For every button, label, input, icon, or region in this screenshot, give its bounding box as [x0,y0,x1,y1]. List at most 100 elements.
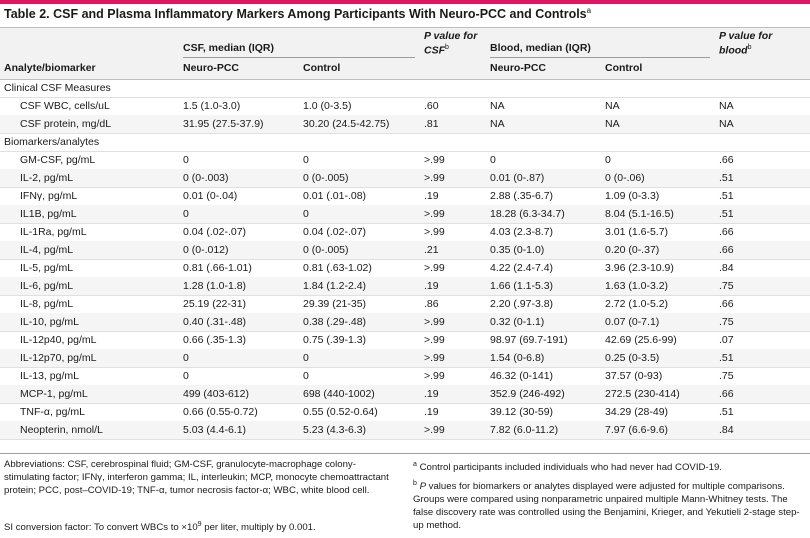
analyte-cell: IL-5, pg/mL [20,262,74,274]
blood-control-cell: 272.5 (230-414) [605,388,680,400]
table-title: Table 2. CSF and Plasma Inflammatory Mar… [4,6,592,22]
blood-control-cell: 3.96 (2.3-10.9) [605,262,674,274]
blood-control-cell: 0 (0-.06) [605,172,645,184]
csf-neuro-pcc-cell: 0 (0-.012) [183,244,229,256]
analyte-cell: IL-2, pg/mL [20,172,74,184]
title-accent-bar [0,0,810,4]
table-row: TNF-α, pg/mL 0.66 (0.55-0.72) 0.55 (0.52-0… [0,403,810,422]
csf-group-rule [183,57,415,58]
p-csf-heading: P value for CSFb [424,30,478,57]
analyte-cell: TNF-α, pg/mL [20,406,85,418]
csf-control-cell: 5.23 (4.3-6.3) [303,424,367,436]
blood-neuro-pcc-cell: 39.12 (30-59) [490,406,554,418]
p-csf-cell: >.99 [424,352,445,364]
table-header: CSF, median (IQR) P value for CSFb Blood… [0,27,810,80]
table-row: IL-8, pg/mL 25.19 (22-31) 29.39 (21-35) .86… [0,295,810,314]
table-row: IL-6, pg/mL 1.28 (1.0-1.8) 1.84 (1.2-2.4).… [0,277,810,296]
si-conversion-note: SI conversion factor: To convert WBCs to… [4,521,316,534]
csf-neuro-pcc-cell: 0.66 (.35-1.3) [183,334,247,346]
p-blood-cell: .66 [719,388,734,400]
section-label: Biomarkers/analytes [4,136,100,148]
csf-neuro-pcc-cell: 31.95 (27.5-37.9) [183,118,264,130]
csf-neuro-pcc-cell: 0 [183,370,189,382]
p-csf-cell: .19 [424,388,439,400]
blood-group-rule [490,57,710,58]
csf-control-cell: 0 [303,208,309,220]
csf-group-heading: CSF, median (IQR) [183,42,275,54]
csf-neuro-pcc-cell: 0.81 (.66-1.01) [183,262,252,274]
p-blood-cell: .84 [719,424,734,436]
analyte-cell: IL-6, pg/mL [20,280,74,292]
p-blood-cell: NA [719,100,734,112]
csf-neuro-pcc-cell: 0 [183,154,189,166]
csf-neuro-pcc-cell: 5.03 (4.4-6.1) [183,424,247,436]
p-blood-cell: .07 [719,334,734,346]
analyte-cell: IL-1Ra, pg/mL [20,226,87,238]
p-blood-cell: .51 [719,406,734,418]
csf-control-cell: 29.39 (21-35) [303,298,367,310]
blood-neuro-pcc-cell: 7.82 (6.0-11.2) [490,424,559,436]
blood-control-cell: 0.25 (0-3.5) [605,352,660,364]
footnote-b: b P values for biomarkers or analytes di… [413,480,800,532]
analyte-cell: MCP-1, pg/mL [20,388,88,400]
p-blood-heading: P value for bloodb [719,30,773,57]
blood-neuro-pcc-cell: 18.28 (6.3-34.7) [490,208,565,220]
csf-neuro-pcc-cell: 0.66 (0.55-0.72) [183,406,258,418]
blood-control-cell: 8.04 (5.1-16.5) [605,208,674,220]
csf-control-cell: 0 [303,154,309,166]
csf-control-cell: 0 (0-.005) [303,244,349,256]
p-csf-cell: .19 [424,280,439,292]
table-row: CSF protein, mg/dL 31.95 (27.5-37.9) 30.20… [0,115,810,134]
csf-neuro-pcc-cell: 1.28 (1.0-1.8) [183,280,247,292]
blood-neuro-pcc-cell: 98.97 (69.7-191) [490,334,568,346]
blood-control-cell: 3.01 (1.6-5.7) [605,226,669,238]
blood-control-cell: 42.69 (25.6-99) [605,334,677,346]
analyte-cell: IL1B, pg/mL [20,208,77,220]
section-label: Clinical CSF Measures [4,82,111,94]
blood-control-cell: 0 [605,154,611,166]
p-blood-cell: .66 [719,154,734,166]
table-row: IFNγ, pg/mL 0.01 (0-.04) 0.01 (.01-.08) .19… [0,187,810,206]
table-row: IL-1Ra, pg/mL 0.04 (.02-.07) 0.04 (.02-.07… [0,223,810,242]
csf-control-cell: 0 [303,370,309,382]
blood-neuro-pcc-cell: 46.32 (0-141) [490,370,554,382]
csf-control-cell: 1.84 (1.2-2.4) [303,280,367,292]
blood-neuro-pcc-cell: 4.22 (2.4-7.4) [490,262,554,274]
analyte-cell: GM-CSF, pg/mL [20,154,96,166]
csf-neuro-pcc-cell: 0.40 (.31-.48) [183,316,247,328]
p-blood-cell: .84 [719,262,734,274]
csf-control-cell: 0.38 (.29-.48) [303,316,367,328]
csf-control-cell: 698 (440-1002) [303,388,375,400]
p-blood-cell: .51 [719,352,734,364]
csf-neuro-pcc-heading: Neuro-PCC [183,62,240,74]
p-csf-cell: .19 [424,190,439,202]
analyte-cell: IL-12p40, pg/mL [20,334,97,346]
p-blood-cell: .66 [719,298,734,310]
analyte-cell: IL-8, pg/mL [20,298,74,310]
csf-control-cell: 0.81 (.63-1.02) [303,262,372,274]
csf-control-cell: 0.55 (0.52-0.64) [303,406,378,418]
p-blood-cell: .66 [719,244,734,256]
blood-control-cell: 34.29 (28-49) [605,406,669,418]
table-row: IL-2, pg/mL 0 (0-.003) 0 (0-.005) >.99 0.01 … [0,169,810,188]
table-row: IL-13, pg/mL 0 0 >.99 46.32 (0-141) 37.57 (0-… [0,367,810,386]
csf-control-cell: 0 [303,352,309,364]
csf-control-cell: 0.75 (.39-1.3) [303,334,367,346]
p-csf-cell: .19 [424,406,439,418]
blood-control-cell: 0.07 (0-7.1) [605,316,660,328]
p-blood-cell: .51 [719,172,734,184]
csf-control-cell: 30.20 (24.5-42.75) [303,118,390,130]
table-row: MCP-1, pg/mL 499 (403-612) 698 (440-1002).… [0,385,810,404]
csf-neuro-pcc-cell: 0 [183,208,189,220]
analyte-cell: Neopterin, nmol/L [20,424,103,436]
p-blood-cell: .75 [719,370,734,382]
blood-control-cell: 1.63 (1.0-3.2) [605,280,669,292]
csf-neuro-pcc-cell: 0.04 (.02-.07) [183,226,247,238]
p-csf-cell: >.99 [424,154,445,166]
blood-neuro-pcc-heading: Neuro-PCC [490,62,547,74]
blood-neuro-pcc-cell: NA [490,118,505,130]
blood-group-heading: Blood, median (IQR) [490,42,591,54]
blood-control-cell: 0.20 (0-.37) [605,244,660,256]
analyte-cell: IL-13, pg/mL [20,370,79,382]
table-row: CSF WBC, cells/uL 1.5 (1.0-3.0) 1.0 (0-3.5… [0,97,810,116]
